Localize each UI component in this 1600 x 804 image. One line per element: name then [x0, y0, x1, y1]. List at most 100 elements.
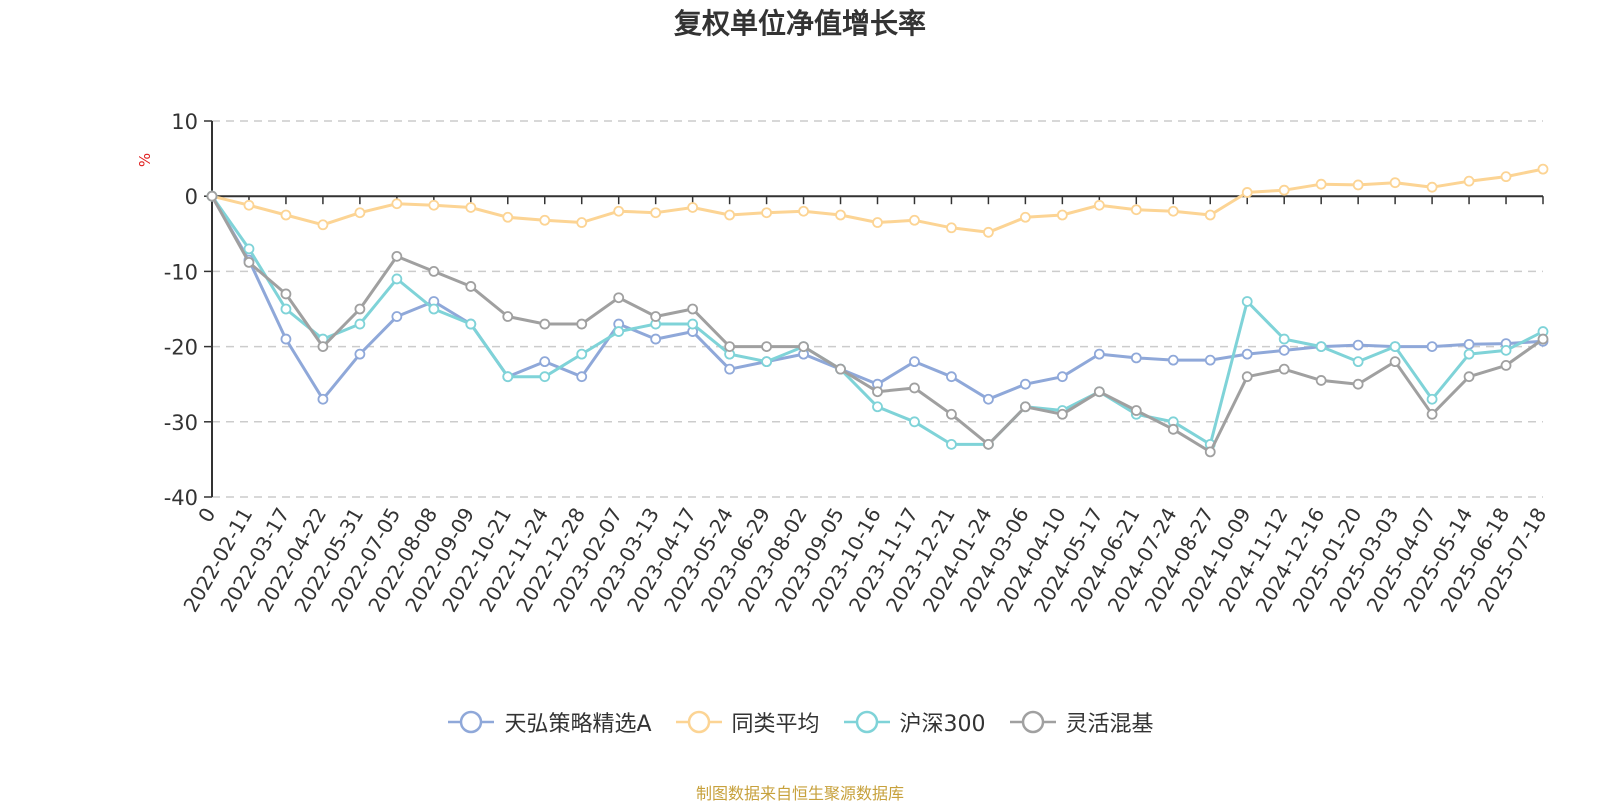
data-point — [428, 265, 440, 277]
data-point — [465, 281, 477, 292]
data-point — [1463, 338, 1475, 350]
series-2 — [206, 190, 1549, 450]
data-point — [650, 311, 662, 322]
data-point — [502, 211, 514, 223]
data-point — [354, 348, 366, 360]
data-point — [465, 318, 477, 330]
data-point — [1167, 205, 1179, 217]
data-point — [391, 250, 403, 262]
data-point — [280, 303, 292, 315]
data-point — [1130, 352, 1142, 364]
data-point — [1537, 163, 1549, 175]
data-point — [946, 371, 957, 383]
data-point — [1352, 378, 1364, 390]
legend-item[interactable]: 同类平均 — [674, 706, 820, 738]
data-point — [1241, 371, 1253, 383]
data-point — [1315, 341, 1327, 353]
series-3 — [206, 190, 1549, 458]
legend-marker-icon — [1009, 710, 1056, 734]
data-point — [243, 243, 255, 255]
data-point — [391, 198, 403, 210]
data-point — [1500, 171, 1512, 183]
data-point — [613, 326, 625, 337]
legend-item[interactable]: 灵活混基 — [1008, 706, 1154, 738]
data-point — [1500, 359, 1512, 371]
data-point — [687, 303, 699, 315]
legend-item[interactable]: 天弘策略精选A — [446, 706, 652, 738]
data-point — [1500, 344, 1512, 356]
data-point — [1426, 181, 1438, 193]
data-point — [1130, 405, 1142, 416]
data-point — [909, 356, 920, 368]
data-point — [539, 371, 551, 383]
data-point — [946, 222, 957, 234]
data-point — [1241, 296, 1253, 307]
legend: 天弘策略精选A 同类平均 沪深300 灵活混基 — [0, 706, 1600, 738]
data-point — [1241, 187, 1253, 198]
data-point — [1278, 344, 1290, 356]
data-point — [1352, 179, 1364, 191]
data-point — [1204, 354, 1216, 366]
data-point — [650, 207, 662, 219]
data-point — [1019, 401, 1031, 413]
data-point — [428, 303, 440, 315]
y-tick-label: -10 — [164, 260, 198, 284]
data-point — [1352, 356, 1364, 368]
data-point — [280, 288, 292, 300]
data-point — [1278, 184, 1290, 196]
y-tick-label: 0 — [185, 185, 198, 209]
data-point — [1426, 393, 1438, 405]
data-point — [761, 341, 772, 353]
data-point — [539, 356, 551, 368]
data-point — [1389, 341, 1401, 353]
y-tick-label: 10 — [171, 110, 198, 134]
data-point — [798, 341, 809, 353]
data-point — [1352, 339, 1364, 351]
data-point — [465, 202, 477, 213]
data-point — [761, 356, 772, 368]
data-point — [354, 207, 366, 219]
data-point — [1463, 175, 1475, 187]
data-point — [1389, 356, 1401, 368]
data-point — [1204, 446, 1216, 458]
data-point — [428, 199, 440, 211]
data-point — [576, 217, 588, 228]
data-point — [1537, 333, 1549, 345]
data-point — [1019, 211, 1031, 223]
data-point — [354, 318, 366, 330]
grid-lines — [212, 120, 1543, 498]
data-point — [539, 214, 551, 226]
data-point — [1093, 199, 1105, 211]
legend-label: 天弘策略精选A — [504, 712, 652, 737]
data-point — [1278, 333, 1290, 345]
data-point — [354, 303, 366, 315]
data-point — [1463, 348, 1475, 360]
data-point — [391, 311, 403, 322]
data-point — [1426, 341, 1438, 353]
legend-label: 灵活混基 — [1065, 712, 1154, 737]
data-point — [206, 190, 218, 202]
data-point — [687, 202, 699, 213]
data-point — [576, 318, 588, 330]
data-point — [1204, 209, 1216, 221]
legend-label: 同类平均 — [731, 712, 820, 737]
y-tick-label: -40 — [164, 486, 198, 510]
data-point — [798, 205, 809, 217]
data-point — [280, 209, 292, 221]
legend-item[interactable]: 沪深300 — [842, 706, 986, 738]
data-point — [1093, 386, 1105, 398]
data-point — [576, 348, 588, 360]
data-point — [1463, 371, 1475, 383]
data-point — [835, 209, 846, 221]
x-tick-label: 0 — [193, 504, 220, 527]
legend-marker-icon — [843, 710, 890, 734]
data-point — [1056, 371, 1068, 383]
data-point — [1278, 363, 1290, 375]
data-point — [1315, 178, 1327, 190]
data-point — [946, 408, 957, 420]
data-point — [983, 393, 994, 405]
data-point — [946, 438, 957, 450]
data-point — [983, 226, 994, 238]
data-point — [1056, 209, 1068, 221]
data-point — [1389, 177, 1401, 189]
